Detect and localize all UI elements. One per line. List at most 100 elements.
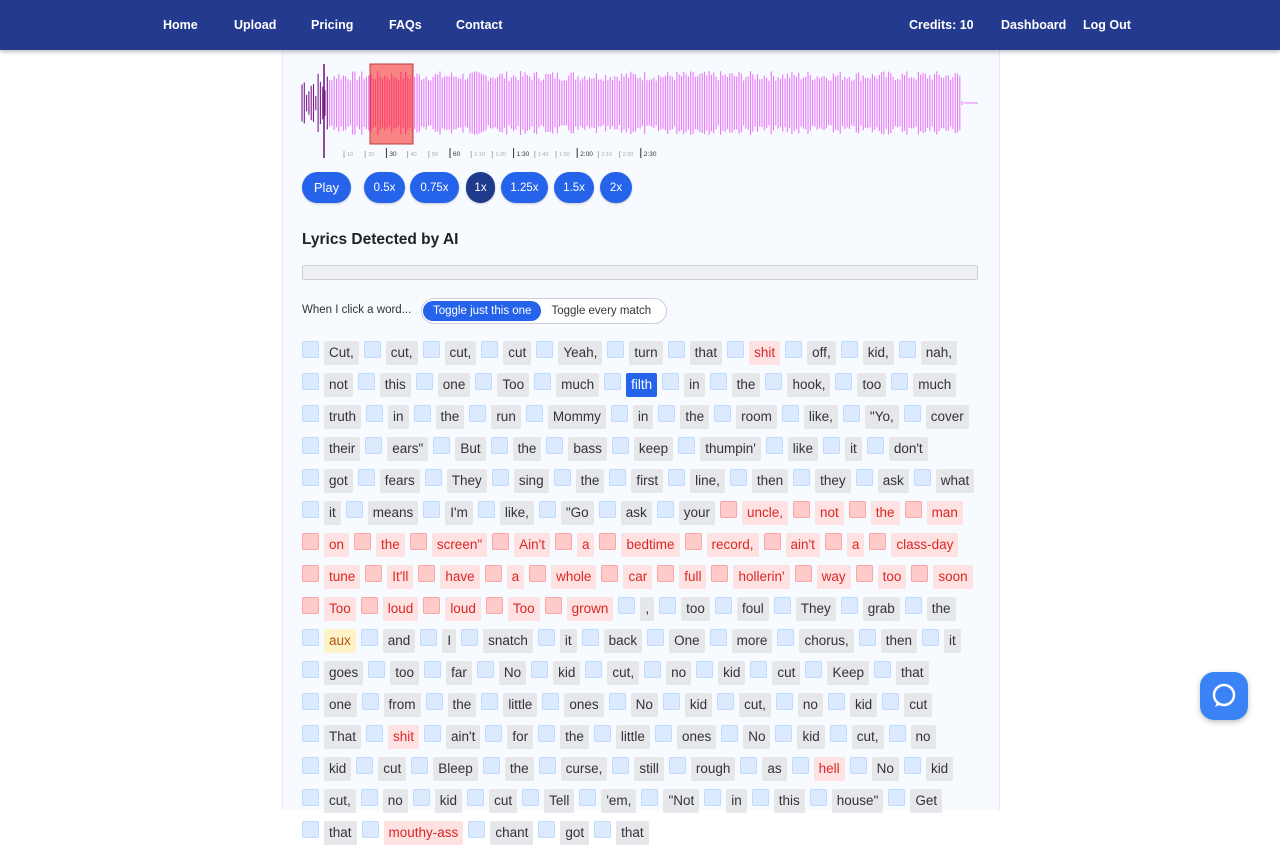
- word[interactable]: kid: [849, 693, 878, 717]
- gap-toggle[interactable]: [612, 757, 630, 774]
- gap-toggle[interactable]: [848, 501, 866, 518]
- word[interactable]: the: [560, 725, 589, 749]
- gap-toggle[interactable]: [647, 629, 665, 646]
- word[interactable]: kid: [324, 757, 352, 781]
- nav-link[interactable]: Upload: [234, 18, 277, 32]
- gap-toggle[interactable]: [684, 533, 702, 550]
- word[interactable]: little: [615, 725, 650, 749]
- word[interactable]: too: [390, 661, 420, 685]
- word[interactable]: No: [743, 725, 771, 749]
- gap-toggle[interactable]: [302, 565, 319, 582]
- gap-toggle[interactable]: [357, 373, 375, 390]
- gap-toggle[interactable]: [302, 821, 319, 838]
- gap-toggle[interactable]: [704, 789, 722, 806]
- word[interactable]: kid: [718, 661, 746, 685]
- word[interactable]: thumpin': [700, 437, 761, 461]
- gap-toggle[interactable]: [599, 533, 617, 550]
- word[interactable]: Keep: [827, 661, 869, 685]
- word[interactable]: too: [877, 565, 907, 589]
- word[interactable]: the: [680, 405, 710, 429]
- word[interactable]: far: [446, 661, 472, 685]
- gap-toggle[interactable]: [709, 629, 727, 646]
- gap-toggle[interactable]: [869, 533, 887, 550]
- gap-toggle[interactable]: [888, 789, 906, 806]
- nav-link[interactable]: FAQs: [389, 18, 422, 32]
- word[interactable]: cut: [772, 661, 801, 685]
- word[interactable]: turn: [629, 341, 663, 365]
- word[interactable]: sing: [513, 469, 549, 493]
- word[interactable]: one: [324, 693, 357, 717]
- word[interactable]: nah,: [920, 341, 957, 365]
- gap-toggle[interactable]: [714, 405, 732, 422]
- gap-toggle[interactable]: [855, 565, 873, 582]
- word[interactable]: cut,: [385, 341, 418, 365]
- word[interactable]: aux: [324, 629, 356, 653]
- gap-toggle[interactable]: [424, 661, 442, 678]
- gap-toggle[interactable]: [554, 533, 572, 550]
- gap-toggle[interactable]: [585, 661, 603, 678]
- word[interactable]: little: [503, 693, 538, 717]
- gap-toggle[interactable]: [476, 661, 494, 678]
- word[interactable]: that: [689, 341, 723, 365]
- gap-toggle[interactable]: [579, 789, 597, 806]
- gap-toggle[interactable]: [461, 629, 479, 646]
- toggle-option[interactable]: Toggle every match: [551, 305, 652, 317]
- gap-toggle[interactable]: [903, 405, 921, 422]
- gap-toggle[interactable]: [302, 597, 319, 614]
- word[interactable]: like: [787, 437, 819, 461]
- word[interactable]: cut: [503, 341, 532, 365]
- gap-toggle[interactable]: [413, 405, 431, 422]
- gap-toggle[interactable]: [609, 469, 627, 486]
- word[interactable]: screen": [431, 533, 488, 557]
- chat-button[interactable]: [1200, 672, 1248, 720]
- word[interactable]: curse,: [560, 757, 608, 781]
- gap-toggle[interactable]: [360, 597, 378, 614]
- gap-toggle[interactable]: [904, 501, 922, 518]
- word[interactable]: chant: [490, 821, 534, 845]
- word[interactable]: "Not: [663, 789, 700, 813]
- nav-link[interactable]: Contact: [456, 18, 503, 32]
- word[interactable]: chorus,: [799, 629, 854, 653]
- word[interactable]: Too: [324, 597, 356, 621]
- word[interactable]: ask: [620, 501, 652, 525]
- gap-toggle[interactable]: [775, 693, 793, 710]
- word[interactable]: No: [871, 757, 899, 781]
- gap-toggle[interactable]: [302, 661, 319, 678]
- gap-toggle[interactable]: [411, 757, 429, 774]
- gap-toggle[interactable]: [424, 725, 442, 742]
- gap-toggle[interactable]: [409, 533, 427, 550]
- word[interactable]: ain't: [785, 533, 820, 557]
- word[interactable]: first: [631, 469, 664, 493]
- gap-toggle[interactable]: [492, 533, 510, 550]
- gap-toggle[interactable]: [531, 661, 549, 678]
- word[interactable]: no: [797, 693, 823, 717]
- word[interactable]: cover: [925, 405, 969, 429]
- gap-toggle[interactable]: [729, 469, 747, 486]
- word[interactable]: loud: [445, 597, 481, 621]
- gap-toggle[interactable]: [662, 373, 680, 390]
- word[interactable]: kid: [797, 725, 825, 749]
- word[interactable]: the: [504, 757, 534, 781]
- gap-toggle[interactable]: [849, 757, 867, 774]
- word[interactable]: cut,: [607, 661, 640, 685]
- gap-toggle[interactable]: [553, 469, 571, 486]
- gap-toggle[interactable]: [882, 693, 900, 710]
- speed-button[interactable]: 1.25x: [501, 172, 548, 203]
- word[interactable]: I'm: [445, 501, 473, 525]
- word[interactable]: as: [762, 757, 787, 781]
- gap-toggle[interactable]: [717, 693, 735, 710]
- word[interactable]: soon: [933, 565, 973, 589]
- gap-toggle[interactable]: [891, 373, 909, 390]
- gap-toggle[interactable]: [423, 501, 441, 518]
- word[interactable]: Ain't: [514, 533, 550, 557]
- word[interactable]: in: [726, 789, 747, 813]
- gap-toggle[interactable]: [302, 405, 319, 422]
- word[interactable]: ones: [676, 725, 717, 749]
- word[interactable]: house": [831, 789, 884, 813]
- word[interactable]: bass: [568, 437, 607, 461]
- gap-toggle[interactable]: [302, 437, 319, 454]
- gap-toggle[interactable]: [654, 725, 672, 742]
- word[interactable]: filth: [626, 373, 658, 397]
- gap-toggle[interactable]: [904, 597, 922, 614]
- gap-toggle[interactable]: [542, 693, 560, 710]
